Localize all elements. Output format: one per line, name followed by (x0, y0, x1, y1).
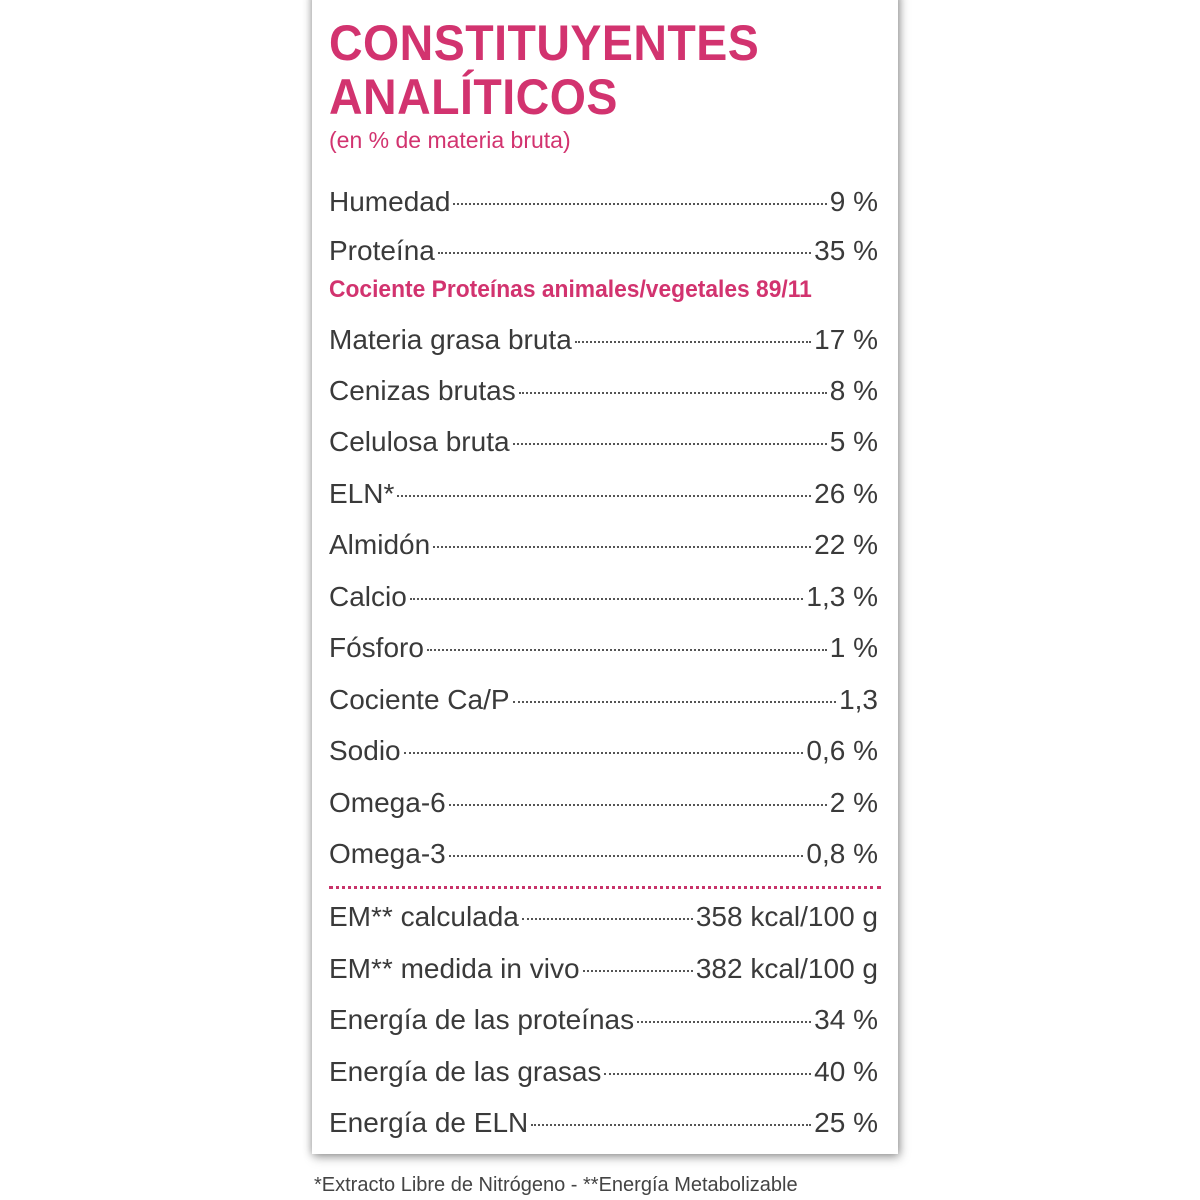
dot-leader (521, 918, 693, 920)
nutrient-label: Omega-3 (329, 838, 446, 869)
dot-leader (637, 1021, 812, 1023)
nutrient-value: 1 % (829, 632, 878, 663)
nutrient-value: 9 % (829, 186, 878, 217)
nutrient-value: 1,3 (839, 684, 878, 715)
nutrient-value: 5 % (829, 426, 878, 457)
nutrient-row: Energía de las proteínas 34 % (329, 1002, 878, 1038)
dot-leader (437, 252, 812, 254)
nutrient-label: Humedad (329, 186, 451, 217)
nutrient-value: 26 % (814, 478, 878, 509)
nutrient-row: EM** calculada 358 kcal/100 g (329, 899, 878, 935)
nutrient-value: 34 % (814, 1004, 878, 1035)
nutrient-label: EM** calculada (329, 901, 519, 932)
nutrient-row: Almidón 22 % (329, 527, 878, 563)
nutrient-label: Cociente Ca/P (329, 684, 510, 715)
footnote: *Extracto Libre de Nitrógeno - **Energía… (314, 1174, 798, 1196)
analysis-card (312, 0, 898, 1154)
nutrient-value: 0,6 % (806, 735, 878, 766)
nutrient-value: 17 % (814, 324, 878, 355)
dot-leader (531, 1124, 812, 1126)
nutrient-label: EM** medida in vivo (329, 953, 580, 984)
nutrient-row: Omega-3 0,8 % (329, 836, 878, 872)
nutrient-label: Calcio (329, 581, 407, 612)
nutrient-value: 25 % (814, 1107, 878, 1138)
nutrient-label: ELN* (329, 478, 395, 509)
nutrient-label: Materia grasa bruta (329, 324, 572, 355)
nutrient-value: 35 % (814, 235, 878, 266)
nutrient-row: Humedad 9 % (329, 184, 878, 220)
nutrient-value: 2 % (829, 787, 878, 818)
title-line-2: ANALÍTICOS (329, 69, 618, 125)
nutrient-row: Sodio 0,6 % (329, 733, 878, 769)
dot-leader (512, 443, 827, 445)
nutrient-label: Fósforo (329, 632, 424, 663)
nutrient-value: 382 kcal/100 g (695, 953, 878, 984)
dot-leader (403, 752, 804, 754)
dot-leader (582, 970, 693, 972)
nutrient-label: Celulosa bruta (329, 426, 510, 457)
nutrient-label: Sodio (329, 735, 401, 766)
dot-leader (512, 701, 837, 703)
protein-ratio: Cociente Proteínas animales/vegetales 89… (329, 276, 812, 303)
nutrient-row: Celulosa bruta 5 % (329, 424, 878, 460)
dot-leader (409, 598, 804, 600)
nutrient-label: Energía de ELN (329, 1107, 529, 1138)
nutrient-value: 8 % (829, 375, 878, 406)
nutrient-label: Omega-6 (329, 787, 446, 818)
nutrient-row: Cociente Ca/P 1,3 (329, 682, 878, 718)
nutrient-value: 1,3 % (806, 581, 878, 612)
nutrient-value: 22 % (814, 529, 878, 560)
dot-leader (518, 392, 827, 394)
nutrient-value: 40 % (814, 1056, 878, 1087)
dot-leader (426, 649, 827, 651)
dot-leader (433, 546, 812, 548)
nutrient-label: Almidón (329, 529, 431, 560)
dot-leader (453, 203, 827, 205)
nutrient-label: Cenizas brutas (329, 375, 516, 406)
dot-leader (604, 1073, 812, 1075)
nutrient-row: Fósforo 1 % (329, 630, 878, 666)
dot-leader (448, 804, 827, 806)
nutrient-row: Materia grasa bruta 17 % (329, 322, 878, 358)
nutrient-row: Energía de ELN 25 % (329, 1105, 878, 1141)
nutrient-value: 0,8 % (806, 838, 878, 869)
nutrient-row: Proteína 35 % (329, 233, 878, 269)
nutrient-label: Energía de las grasas (329, 1056, 602, 1087)
nutrient-row: Cenizas brutas 8 % (329, 373, 878, 409)
subtitle: (en % de materia bruta) (329, 127, 571, 153)
nutrient-row: Energía de las grasas 40 % (329, 1054, 878, 1090)
nutrient-value: 358 kcal/100 g (695, 901, 878, 932)
nutrient-label: Proteína (329, 235, 435, 266)
title-line-1: CONSTITUYENTES (329, 15, 760, 71)
nutrient-label: Energía de las proteínas (329, 1004, 635, 1035)
dot-leader (397, 495, 812, 497)
dot-leader (448, 855, 804, 857)
nutrient-row: EM** medida in vivo 382 kcal/100 g (329, 951, 878, 987)
dotted-separator (329, 886, 881, 889)
dot-leader (574, 341, 812, 343)
nutrient-row: ELN* 26 % (329, 476, 878, 512)
nutrient-row: Calcio 1,3 % (329, 579, 878, 615)
nutrient-row: Omega-6 2 % (329, 785, 878, 821)
